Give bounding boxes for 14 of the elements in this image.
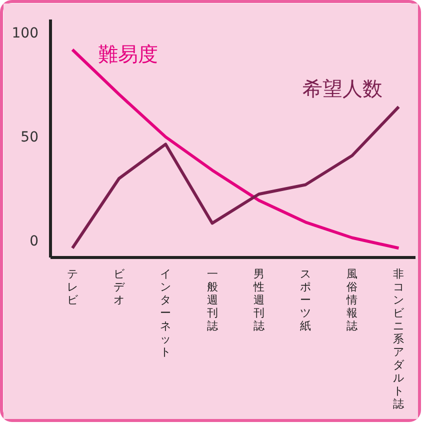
- y-tick-label: 50: [20, 129, 39, 146]
- y-tick-label: 100: [12, 25, 39, 42]
- x-tick-label: 風俗情報誌: [346, 268, 358, 332]
- x-tick-label: 男性週刊誌: [252, 268, 264, 332]
- x-tick-label: ビデオ: [114, 268, 126, 306]
- y-tick-label: 0: [30, 233, 39, 250]
- x-tick-label: テレビ: [66, 268, 79, 306]
- line-series: [70, 105, 400, 250]
- x-tick-label: 一般週刊誌: [206, 268, 218, 332]
- x-tick-label: インターネット: [160, 268, 172, 358]
- series-label: 希望人数: [302, 76, 382, 101]
- category-label: 非コンビニ系アダルト誌: [393, 268, 404, 410]
- x-tick-label: スポーツ紙: [300, 268, 311, 332]
- series-label: 難易度: [98, 42, 158, 66]
